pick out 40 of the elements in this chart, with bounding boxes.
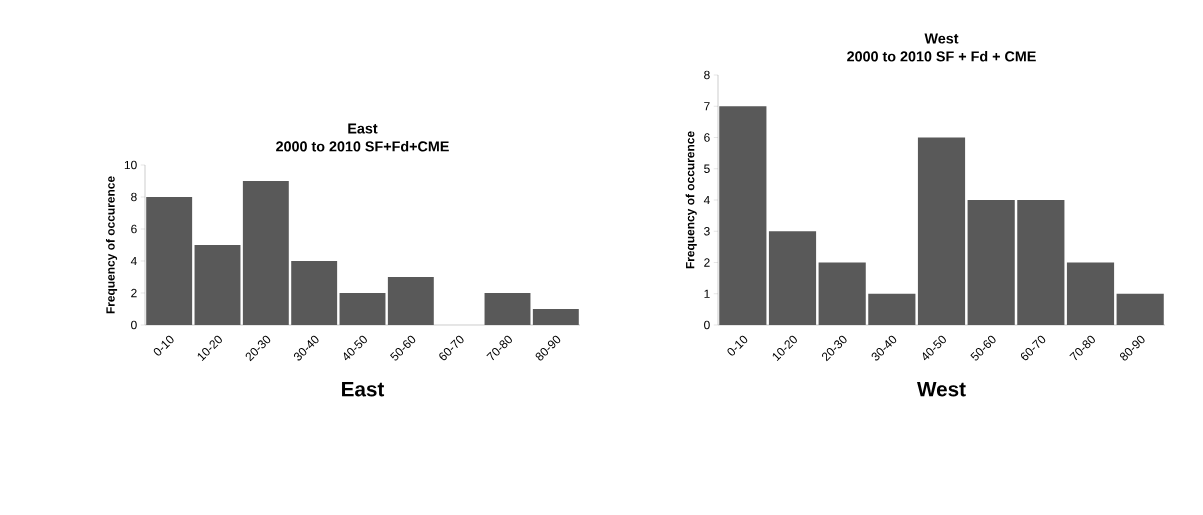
y-tick-label: 0 — [704, 320, 710, 330]
bar — [1017, 200, 1065, 325]
y-tick-label: 3 — [704, 227, 710, 236]
bar — [291, 261, 338, 325]
bar — [818, 262, 866, 325]
x-axis-title: East — [342, 382, 385, 397]
y-axis-title: Frequency of occurence — [105, 176, 118, 314]
bar — [387, 277, 434, 325]
bar — [532, 309, 579, 325]
chart-subtitle: 2000 to 2010 SF+Fd+CME — [276, 140, 449, 152]
y-tick-label: 7 — [704, 102, 710, 111]
y-tick-label: 6 — [704, 133, 710, 142]
y-tick-label: 2 — [131, 288, 137, 298]
bar — [768, 231, 817, 325]
y-tick-label: 1 — [704, 289, 710, 298]
bar — [868, 293, 916, 325]
y-tick-label: 0 — [131, 320, 137, 330]
y-tick-label: 6 — [131, 224, 137, 234]
y-tick-label: 10 — [124, 160, 137, 170]
bar — [917, 137, 966, 325]
chart-title: East — [348, 123, 378, 134]
bar — [146, 197, 193, 325]
y-tick-label: 8 — [704, 70, 710, 80]
bar — [339, 293, 386, 325]
bar — [1066, 262, 1115, 325]
bar — [719, 106, 767, 325]
y-tick-label: 5 — [704, 164, 710, 173]
y-tick-label: 2 — [704, 258, 710, 267]
x-axis-title: West — [917, 382, 966, 397]
bar — [967, 200, 1015, 325]
chart-title: West — [924, 33, 959, 44]
bar — [242, 181, 289, 325]
bar — [194, 245, 241, 325]
y-tick-label: 4 — [703, 195, 710, 205]
y-tick-label: 4 — [130, 256, 137, 266]
bar — [484, 293, 531, 325]
y-axis-title: Frequency of occurence — [685, 131, 697, 269]
y-tick-label: 8 — [131, 192, 137, 202]
bar — [1116, 293, 1164, 325]
chart-subtitle: 2000 to 2010 SF + Fd + CME — [847, 50, 1036, 62]
